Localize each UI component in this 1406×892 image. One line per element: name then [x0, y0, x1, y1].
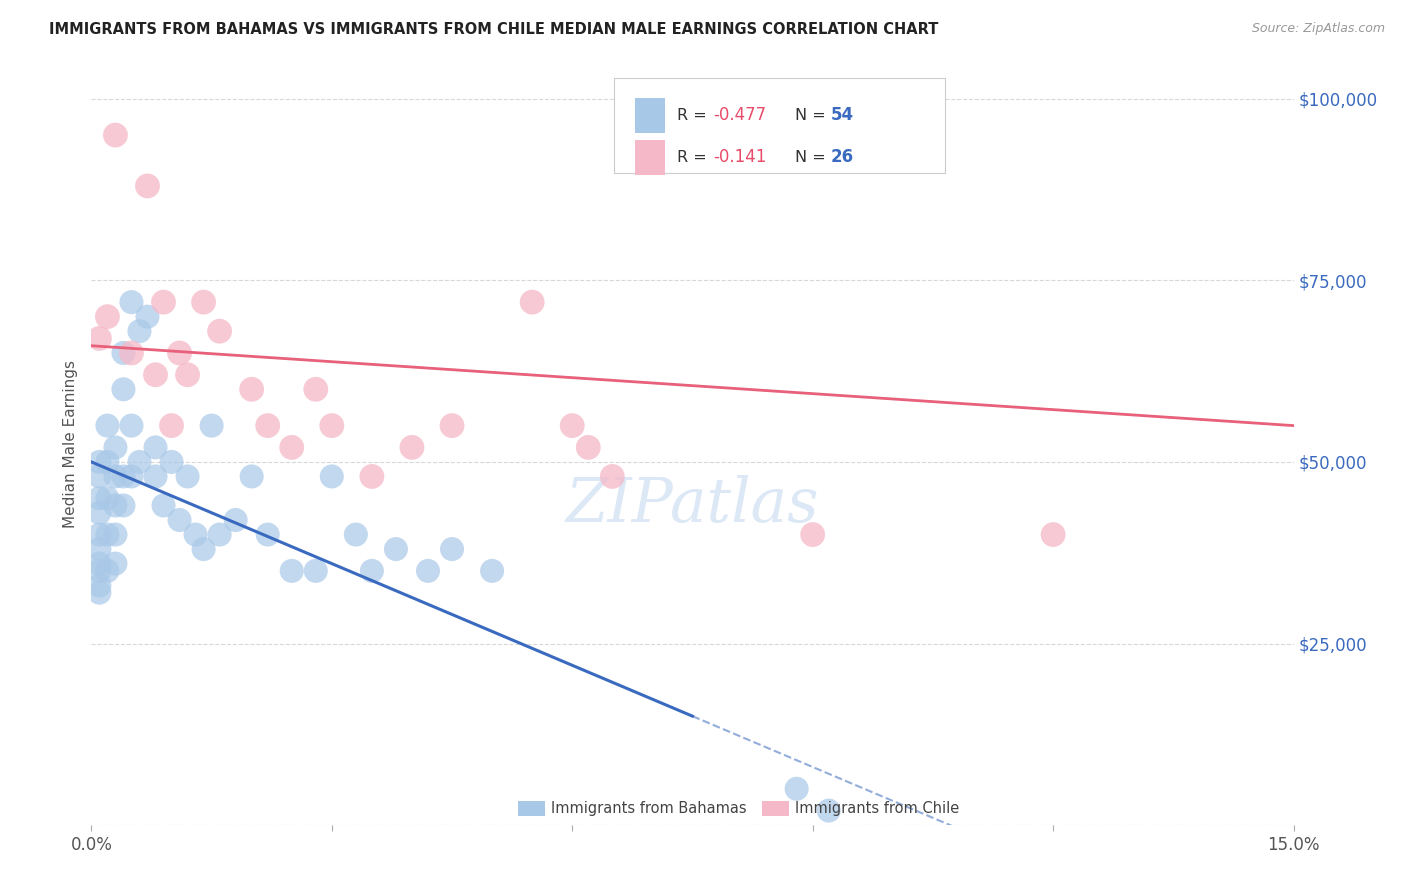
- Point: [240, 382, 263, 396]
- Text: 54: 54: [831, 106, 853, 125]
- Point: [89, 585, 111, 599]
- FancyBboxPatch shape: [634, 140, 665, 175]
- Point: [160, 418, 183, 433]
- Point: [112, 346, 135, 360]
- Point: [193, 542, 215, 557]
- Point: [104, 499, 127, 513]
- Point: [176, 368, 198, 382]
- Point: [104, 469, 127, 483]
- Y-axis label: Median Male Earnings: Median Male Earnings: [63, 359, 79, 528]
- Text: R =: R =: [676, 150, 711, 165]
- Point: [385, 542, 408, 557]
- Point: [561, 418, 583, 433]
- Point: [440, 418, 463, 433]
- Point: [89, 542, 111, 557]
- FancyBboxPatch shape: [614, 78, 945, 173]
- FancyBboxPatch shape: [634, 98, 665, 133]
- Text: IMMIGRANTS FROM BAHAMAS VS IMMIGRANTS FROM CHILE MEDIAN MALE EARNINGS CORRELATIO: IMMIGRANTS FROM BAHAMAS VS IMMIGRANTS FR…: [49, 22, 939, 37]
- Point: [481, 564, 503, 578]
- Point: [89, 491, 111, 506]
- Point: [121, 418, 143, 433]
- Point: [121, 346, 143, 360]
- Point: [96, 310, 118, 324]
- Point: [240, 469, 263, 483]
- Point: [96, 418, 118, 433]
- Point: [121, 469, 143, 483]
- FancyBboxPatch shape: [519, 801, 544, 816]
- Point: [281, 441, 304, 455]
- Point: [169, 346, 191, 360]
- Point: [256, 527, 278, 541]
- Point: [145, 469, 167, 483]
- Point: [416, 564, 439, 578]
- Point: [89, 469, 111, 483]
- Point: [360, 469, 382, 483]
- Point: [89, 331, 111, 345]
- Point: [89, 506, 111, 520]
- FancyBboxPatch shape: [762, 801, 789, 816]
- Point: [169, 513, 191, 527]
- Point: [104, 441, 127, 455]
- Point: [121, 295, 143, 310]
- Point: [225, 513, 247, 527]
- Point: [112, 469, 135, 483]
- Point: [112, 499, 135, 513]
- Point: [401, 441, 423, 455]
- Point: [128, 324, 150, 338]
- Point: [321, 418, 343, 433]
- Point: [152, 295, 174, 310]
- Point: [128, 455, 150, 469]
- Text: N =: N =: [794, 108, 831, 123]
- Point: [96, 491, 118, 506]
- Point: [136, 310, 159, 324]
- Point: [152, 499, 174, 513]
- Point: [89, 578, 111, 592]
- Text: N =: N =: [794, 150, 831, 165]
- Point: [104, 128, 127, 142]
- Point: [112, 382, 135, 396]
- Point: [360, 564, 382, 578]
- Point: [305, 382, 328, 396]
- Text: Source: ZipAtlas.com: Source: ZipAtlas.com: [1251, 22, 1385, 36]
- Point: [96, 564, 118, 578]
- Point: [256, 418, 278, 433]
- Text: 26: 26: [831, 148, 853, 167]
- Point: [89, 455, 111, 469]
- Point: [801, 527, 824, 541]
- Text: -0.477: -0.477: [713, 106, 766, 125]
- Text: Immigrants from Chile: Immigrants from Chile: [794, 801, 959, 816]
- Point: [184, 527, 207, 541]
- Point: [160, 455, 183, 469]
- Point: [104, 527, 127, 541]
- Point: [96, 455, 118, 469]
- Point: [193, 295, 215, 310]
- Point: [145, 441, 167, 455]
- Point: [786, 781, 808, 796]
- Point: [522, 295, 544, 310]
- Point: [89, 527, 111, 541]
- Point: [208, 527, 231, 541]
- Point: [305, 564, 328, 578]
- Text: ZIPatlas: ZIPatlas: [565, 475, 820, 535]
- Point: [602, 469, 624, 483]
- Point: [96, 527, 118, 541]
- Point: [145, 368, 167, 382]
- Text: Immigrants from Bahamas: Immigrants from Bahamas: [551, 801, 747, 816]
- Point: [281, 564, 304, 578]
- Text: -0.141: -0.141: [713, 148, 766, 167]
- Point: [201, 418, 224, 433]
- Point: [104, 557, 127, 571]
- Point: [89, 557, 111, 571]
- Point: [208, 324, 231, 338]
- Point: [1042, 527, 1064, 541]
- Point: [176, 469, 198, 483]
- Text: R =: R =: [676, 108, 711, 123]
- Point: [817, 804, 839, 818]
- Point: [321, 469, 343, 483]
- Point: [576, 441, 599, 455]
- Point: [440, 542, 463, 557]
- Point: [344, 527, 367, 541]
- Point: [89, 564, 111, 578]
- Point: [136, 178, 159, 193]
